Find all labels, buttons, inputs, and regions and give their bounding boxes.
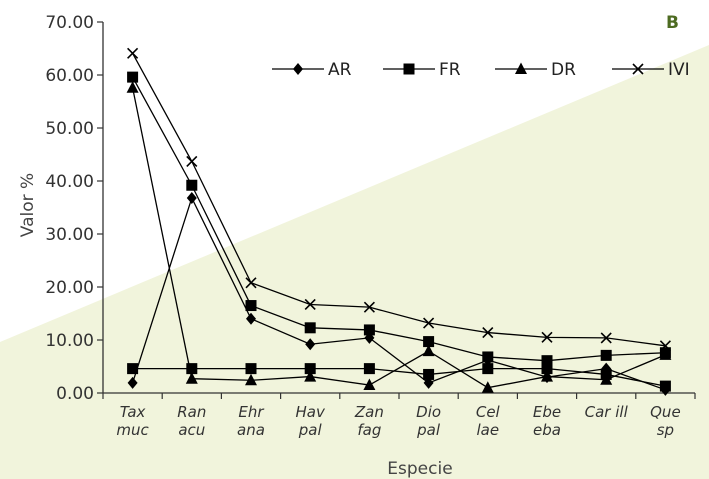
legend-label: IVI [668, 60, 690, 80]
data-point-triangle [126, 81, 139, 93]
y-tick-label: 60.00 [45, 66, 94, 86]
data-point-triangle [481, 381, 494, 393]
data-point-square [403, 63, 415, 75]
data-point-square [245, 300, 257, 312]
series-line [131, 87, 666, 389]
y-tick-label: 30.00 [45, 225, 94, 245]
data-point-diamond [127, 376, 138, 389]
x-tick-label: Zan fag [354, 403, 384, 439]
data-point-x [600, 332, 612, 344]
data-point-diamond [305, 338, 316, 351]
data-point-square [541, 363, 553, 375]
data-point-x [541, 331, 553, 343]
data-point-square [245, 363, 257, 375]
data-point-square [363, 363, 375, 375]
legend-label: FR [439, 60, 461, 80]
y-tick-label: 20.00 [45, 278, 94, 298]
series-line [131, 196, 666, 391]
legend-item-ar: AR [272, 60, 352, 80]
data-point-diamond [186, 191, 197, 204]
series-unlabeled-4 [127, 71, 671, 367]
legend-label: DR [551, 60, 576, 80]
data-point-square [659, 380, 671, 392]
y-tick-label: 40.00 [45, 172, 94, 192]
y-tick-label: 10.00 [45, 331, 94, 351]
x-tick-label: Ebe eba [533, 403, 561, 439]
x-tick-label: Tax muc [116, 403, 149, 439]
legend-item-fr: FR [383, 60, 461, 80]
legend: AR FR DR IVI [272, 60, 690, 80]
data-point-square [363, 324, 375, 336]
data-point-x [304, 298, 316, 311]
data-point-x [186, 155, 198, 167]
data-point-square [482, 363, 494, 375]
data-point-square [541, 355, 553, 367]
data-point-square [304, 322, 316, 334]
data-point-square [482, 351, 494, 363]
x-tick-label: Ran acu [177, 403, 206, 439]
series-line [132, 76, 666, 362]
x-tick-label: Dio pal [416, 403, 441, 439]
data-point-x [363, 301, 375, 313]
data-point-square [423, 336, 435, 348]
series-layer [126, 47, 672, 396]
data-point-square [423, 368, 435, 380]
data-point-triangle [304, 370, 317, 382]
x-tick-label: Hav pal [296, 403, 326, 439]
panel-label: B [666, 13, 679, 33]
data-point-triangle [600, 373, 613, 385]
legend-item-ivi: IVI [612, 60, 690, 80]
data-point-square [304, 363, 316, 375]
y-tick-label: 70.00 [45, 13, 94, 33]
data-point-x [482, 327, 494, 339]
legend-label: AR [328, 60, 352, 80]
data-point-diamond [293, 63, 303, 75]
data-point-x [632, 63, 644, 75]
data-point-x [127, 47, 139, 59]
legend-item-dr: DR [495, 60, 576, 80]
series-ivi [127, 47, 671, 352]
data-point-square [659, 347, 671, 359]
x-axis-title: Especie [387, 459, 452, 479]
data-point-triangle [422, 344, 435, 357]
x-tick-label: Que sp [650, 403, 681, 439]
axes: 0.00 10.00 20.00 30.00 40.00 50.00 60.00 70.00 T… [45, 13, 696, 439]
data-point-triangle [185, 372, 198, 384]
data-point-square [186, 363, 198, 375]
data-point-x [245, 277, 257, 289]
x-tick-label: Car ill [585, 403, 629, 421]
x-tick-label: Cel lae [476, 403, 501, 439]
data-point-square [127, 71, 139, 83]
x-tick-label: Ehr ana [237, 403, 265, 439]
data-point-square [186, 179, 198, 191]
data-point-square [127, 363, 139, 375]
series-dr [126, 81, 672, 393]
data-point-triangle [245, 373, 257, 386]
data-point-triangle [363, 378, 376, 391]
data-point-triangle [515, 62, 527, 74]
y-tick-label: 0.00 [56, 384, 94, 404]
y-tick-label: 50.00 [45, 119, 94, 139]
background-wedge [0, 45, 709, 479]
data-point-x [423, 317, 435, 329]
y-axis-title: Valor % [18, 173, 38, 237]
data-point-diamond [246, 312, 256, 325]
data-point-square [600, 349, 612, 361]
data-point-triangle [541, 370, 553, 382]
series-line [132, 367, 666, 387]
series-line [132, 52, 666, 347]
